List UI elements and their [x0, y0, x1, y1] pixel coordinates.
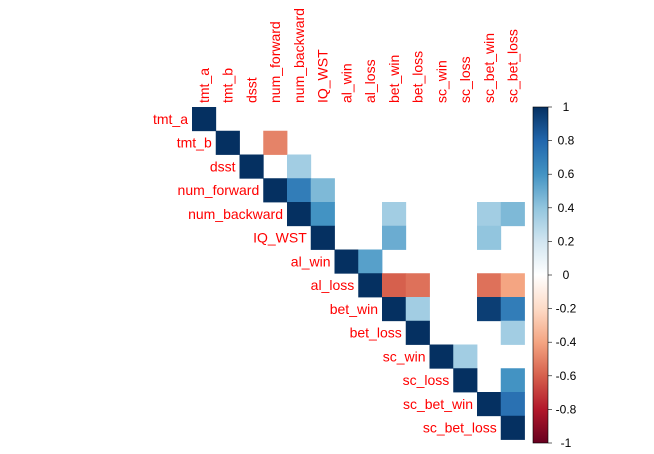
row-label: al_loss	[311, 277, 355, 293]
column-labels: tmt_a tmt_b dsst num_forward num_backward IQ_…	[196, 8, 521, 103]
row-label: bet_loss	[350, 325, 402, 341]
column-label: num_forward	[267, 21, 283, 103]
colorbar-tick-label: -0.6	[556, 369, 577, 383]
heatmap-cell	[477, 297, 502, 322]
colorbar-ticks: 1 0.8 0.6 0.4 0.2 0 -0.2 -0.4 -0.6 -0.8 -1	[548, 100, 577, 450]
heatmap-cell	[500, 368, 525, 393]
column-label: bet_win	[386, 55, 402, 103]
heatmap-cell	[192, 107, 217, 132]
heatmap-cell	[500, 392, 525, 417]
colorbar-tick-label: 0.4	[558, 201, 575, 215]
colorbar-tick-label: 0.6	[558, 167, 575, 181]
column-label: sc_loss	[457, 56, 473, 103]
column-label: sc_bet_loss	[505, 29, 521, 103]
row-label: num_forward	[178, 182, 260, 198]
row-label: sc_bet_loss	[423, 420, 497, 436]
row-label: sc_bet_win	[403, 396, 473, 412]
heatmap-cell	[382, 297, 407, 322]
row-label: al_win	[291, 253, 331, 269]
heatmap-cell	[453, 368, 478, 393]
heatmap-cell	[287, 178, 312, 203]
heatmap-cell	[405, 320, 430, 345]
colorbar-tick-label: 0.8	[558, 134, 575, 148]
column-label: sc_win	[433, 60, 449, 103]
column-label: num_backward	[291, 8, 307, 103]
colorbar-legend: 1 0.8 0.6 0.4 0.2 0 -0.2 -0.4 -0.6 -0.8 -1	[532, 100, 577, 450]
row-label: bet_win	[330, 301, 378, 317]
row-label: IQ_WST	[253, 230, 307, 246]
row-label: sc_loss	[403, 372, 450, 388]
heatmap-cell	[500, 202, 525, 227]
heatmap-cell	[310, 178, 335, 203]
heatmap-cell	[310, 225, 335, 250]
row-label: tmt_a	[153, 111, 188, 127]
heatmap-cells	[192, 107, 525, 440]
colorbar-tick-label: -0.2	[556, 302, 577, 316]
heatmap-cell	[453, 344, 478, 369]
heatmap-cell	[500, 273, 525, 298]
heatmap-cell	[287, 202, 312, 227]
heatmap-cell	[334, 249, 359, 274]
column-label: dsst	[243, 77, 259, 103]
heatmap-cell	[382, 202, 407, 227]
heatmap-cell	[477, 202, 502, 227]
column-label: tmt_b	[220, 68, 236, 103]
heatmap-cell	[429, 344, 454, 369]
colorbar-tick-label: 1	[563, 100, 570, 114]
heatmap-cell	[477, 225, 502, 250]
heatmap-cell	[358, 249, 383, 274]
heatmap-cell	[263, 130, 288, 155]
heatmap-cell	[310, 202, 335, 227]
row-label: tmt_b	[177, 135, 212, 151]
heatmap-cell	[382, 225, 407, 250]
row-label: num_backward	[188, 206, 283, 222]
heatmap-cell	[500, 320, 525, 345]
column-label: al_loss	[362, 59, 378, 103]
heatmap-cell	[477, 392, 502, 417]
row-label: sc_win	[383, 348, 426, 364]
heatmap-cell	[239, 154, 264, 179]
heatmap-cell	[405, 273, 430, 298]
heatmap-cell	[382, 273, 407, 298]
column-label: al_win	[338, 63, 354, 103]
colorbar-tick-label: 0.2	[558, 234, 575, 248]
heatmap-cell	[477, 273, 502, 298]
row-label: dsst	[210, 158, 236, 174]
heatmap-cell	[358, 273, 383, 298]
colorbar-tick-label: -0.4	[556, 335, 577, 349]
colorbar-tick-label: -1	[561, 436, 572, 450]
column-label: tmt_a	[196, 68, 212, 103]
column-label: bet_loss	[410, 51, 426, 103]
heatmap-cell	[500, 297, 525, 322]
heatmap-cell	[263, 178, 288, 203]
heatmap-cell	[287, 154, 312, 179]
colorbar-tick-label: -0.8	[556, 402, 577, 416]
column-label: IQ_WST	[315, 49, 331, 103]
column-label: sc_bet_win	[481, 33, 497, 103]
heatmap-cell	[500, 415, 525, 440]
heatmap-cell	[405, 297, 430, 322]
heatmap-cell	[215, 130, 240, 155]
colorbar-gradient	[532, 106, 549, 444]
colorbar-tick-label: 0	[563, 268, 570, 282]
